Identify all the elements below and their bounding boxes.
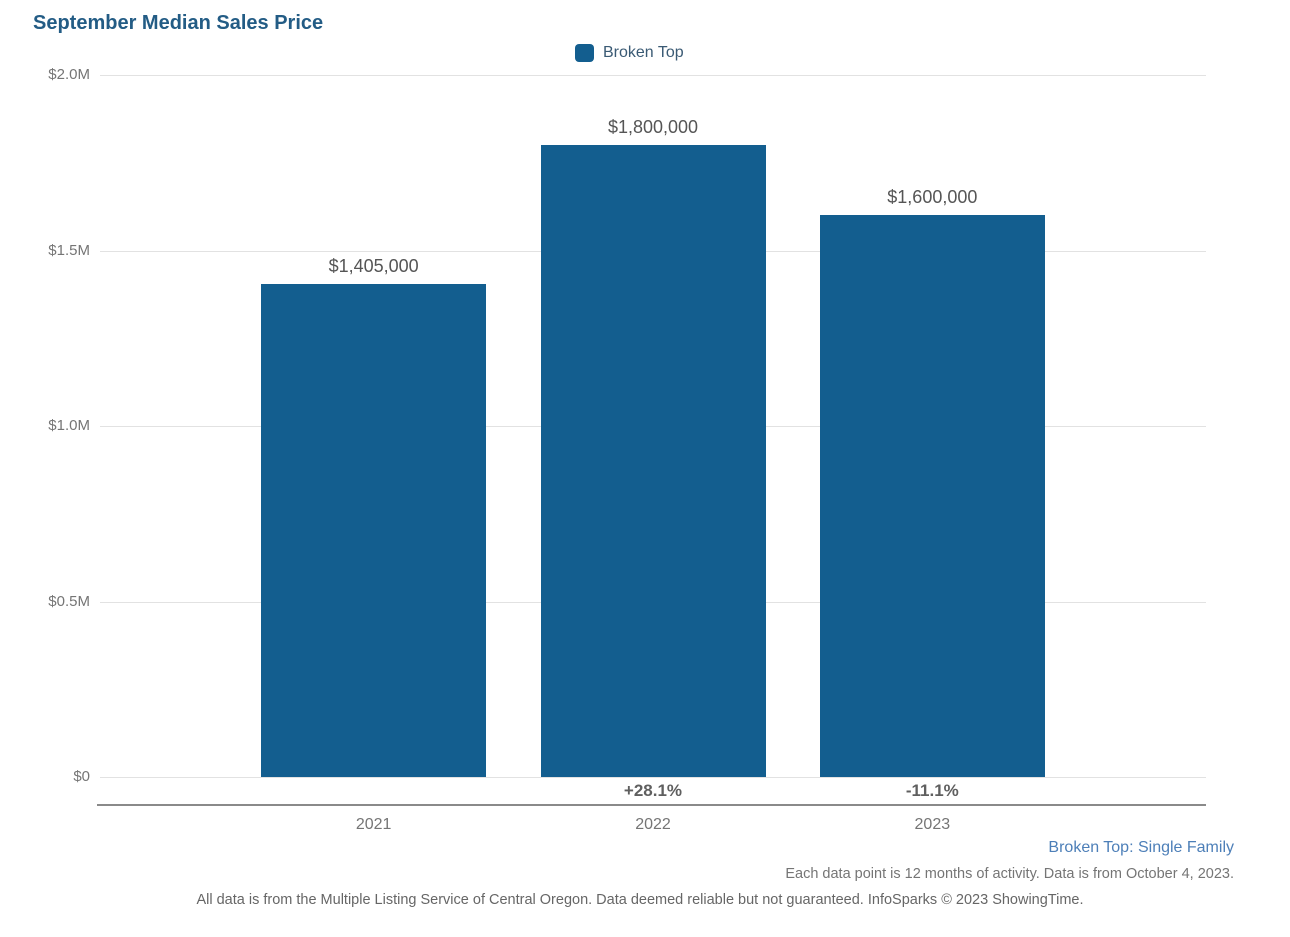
y-gridline xyxy=(100,777,1206,778)
legend[interactable]: Broken Top xyxy=(575,44,684,62)
x-axis-tick-label: 2023 xyxy=(914,816,951,833)
bar-pct-change-label: +28.1% xyxy=(623,781,683,800)
bar-2021[interactable] xyxy=(261,283,487,777)
footer-series-note[interactable]: Broken Top: Single Family xyxy=(1048,839,1234,856)
legend-label: Broken Top xyxy=(603,44,684,61)
footer-data-note: Each data point is 12 months of activity… xyxy=(785,866,1234,882)
x-axis-line xyxy=(97,804,1206,806)
bar-pct-change-label: -11.1% xyxy=(905,781,959,800)
chart-title: September Median Sales Price xyxy=(33,12,324,34)
y-gridline xyxy=(100,75,1206,76)
bar-value-label: $1,800,000 xyxy=(607,117,699,138)
y-axis-tick-label: $1.0M xyxy=(48,417,90,434)
bar-value-label: $1,600,000 xyxy=(887,187,978,208)
x-axis-tick-label: 2021 xyxy=(355,816,392,833)
y-axis-tick-label: $0.5M xyxy=(48,592,90,610)
bar-2023[interactable] xyxy=(819,215,1045,777)
legend-swatch-icon xyxy=(575,44,594,62)
footer-disclaimer: All data is from the Multiple Listing Se… xyxy=(196,892,1084,908)
y-axis-tick-label: $2.0M xyxy=(48,66,90,83)
y-axis-tick-label: $0 xyxy=(73,768,90,785)
x-axis-tick-label: 2022 xyxy=(635,816,671,833)
y-axis-tick-label: $1.5M xyxy=(48,241,90,259)
bar-2022[interactable] xyxy=(540,145,766,777)
bar-value-label: $1,405,000 xyxy=(328,255,419,276)
